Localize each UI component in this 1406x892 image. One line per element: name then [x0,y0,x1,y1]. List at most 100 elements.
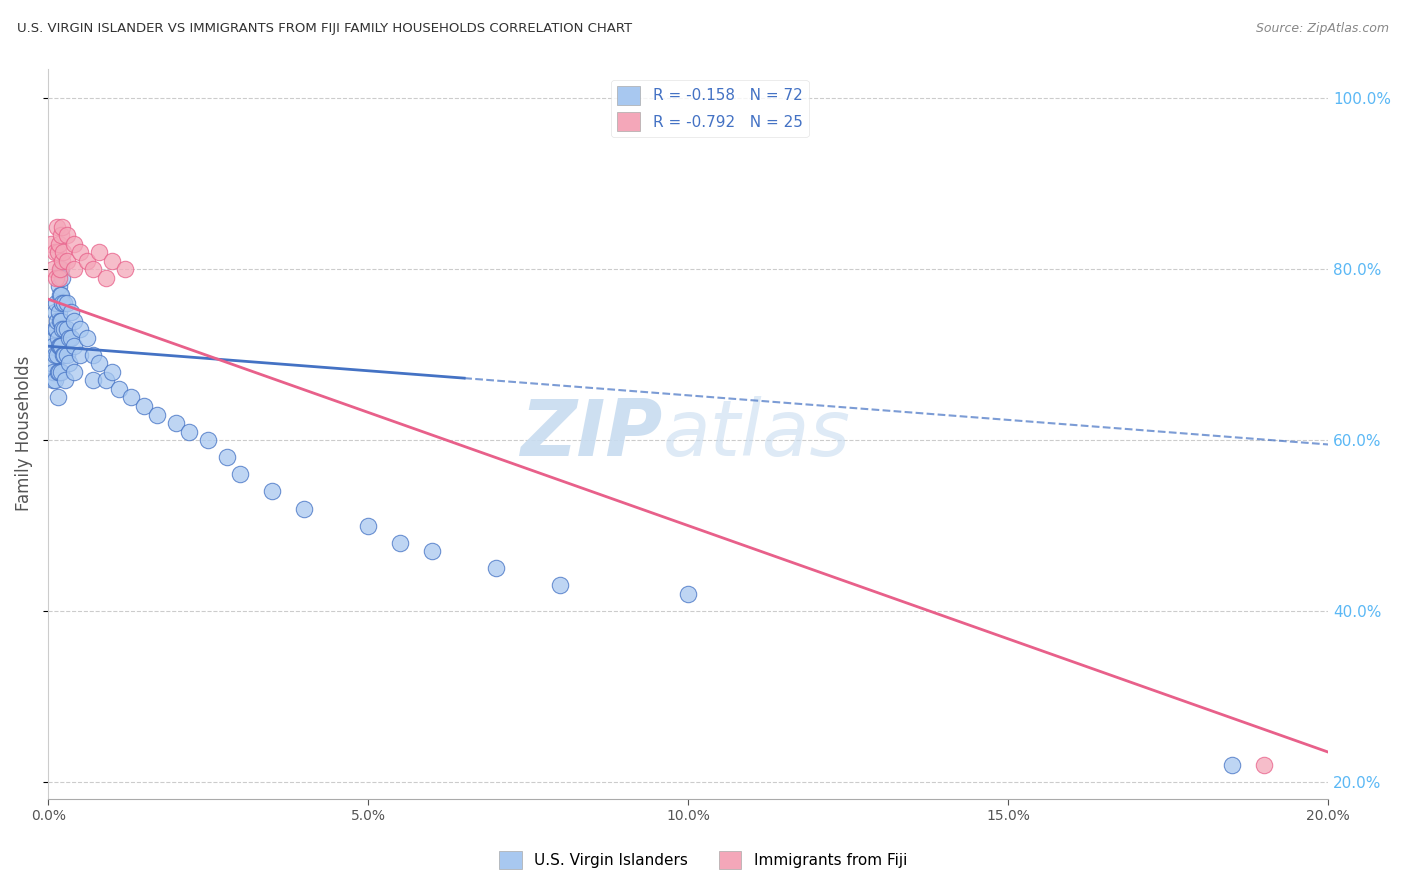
Point [45,270,67,285]
Point [114,262,136,277]
Point [49,339,72,353]
Point [63,262,86,277]
Point [45,322,67,336]
Point [101,253,124,268]
Point [49,288,72,302]
Point [76,331,98,345]
Point [89,245,111,260]
Point [63,313,86,327]
Point [44,322,66,336]
Point [46,313,69,327]
Point [41,356,63,370]
Point [52,348,75,362]
Point [58,331,80,345]
Point [56,348,79,362]
Point [63,365,86,379]
Point [48,305,70,319]
Point [107,382,129,396]
Point [146,408,169,422]
Point [49,262,72,277]
Point [59,331,82,345]
Point [48,279,70,293]
Point [56,253,79,268]
Point [177,425,200,439]
Point [292,501,315,516]
Point [45,296,67,310]
Point [41,236,63,251]
Point [44,245,66,260]
Point [53,322,76,336]
Point [63,339,86,353]
Point [94,270,117,285]
Point [46,331,69,345]
Text: U.S. VIRGIN ISLANDER VS IMMIGRANTS FROM FIJI FAMILY HOUSEHOLDS CORRELATION CHART: U.S. VIRGIN ISLANDER VS IMMIGRANTS FROM … [17,22,633,36]
Point [46,391,69,405]
Point [56,296,79,310]
Point [101,365,124,379]
Text: atlas: atlas [662,396,851,472]
Point [46,365,69,379]
Point [165,416,187,430]
Point [48,270,70,285]
Point [262,484,284,499]
Legend: R = -0.158   N = 72, R = -0.792   N = 25: R = -0.158 N = 72, R = -0.792 N = 25 [612,79,808,137]
Point [197,433,219,447]
Point [49,339,72,353]
Point [76,253,98,268]
Point [45,219,67,234]
Point [548,578,571,592]
Y-axis label: Family Households: Family Households [15,356,32,511]
Point [48,365,70,379]
Point [51,270,73,285]
Point [49,262,72,277]
Point [52,296,75,310]
Point [42,262,65,277]
Point [676,587,699,601]
Point [69,348,91,362]
Point [46,245,69,260]
Point [485,561,508,575]
Point [44,373,66,387]
Point [42,339,65,353]
Point [229,467,252,482]
Point [53,373,76,387]
Point [69,322,91,336]
Point [217,450,239,465]
Point [51,219,73,234]
Point [52,245,75,260]
Point [49,288,72,302]
Point [56,228,79,243]
Point [82,373,104,387]
Point [49,228,72,243]
Point [82,348,104,362]
Point [420,544,443,558]
Point [41,331,63,345]
Point [1220,757,1243,772]
Point [69,245,91,260]
Point [49,313,72,327]
Point [48,339,70,353]
Point [44,305,66,319]
Text: Source: ZipAtlas.com: Source: ZipAtlas.com [1256,22,1389,36]
Point [53,348,76,362]
Point [42,373,65,387]
Point [94,373,117,387]
Point [357,518,380,533]
Legend: U.S. Virgin Islanders, Immigrants from Fiji: U.S. Virgin Islanders, Immigrants from F… [494,845,912,875]
Point [51,296,73,310]
Point [49,313,72,327]
Point [89,356,111,370]
Point [51,253,73,268]
Text: ZIP: ZIP [520,396,662,472]
Point [49,365,72,379]
Point [63,236,86,251]
Point [48,236,70,251]
Point [59,305,82,319]
Point [389,535,412,549]
Point [51,322,73,336]
Point [44,348,66,362]
Point [56,322,79,336]
Point [82,262,104,277]
Point [134,399,156,413]
Point [42,365,65,379]
